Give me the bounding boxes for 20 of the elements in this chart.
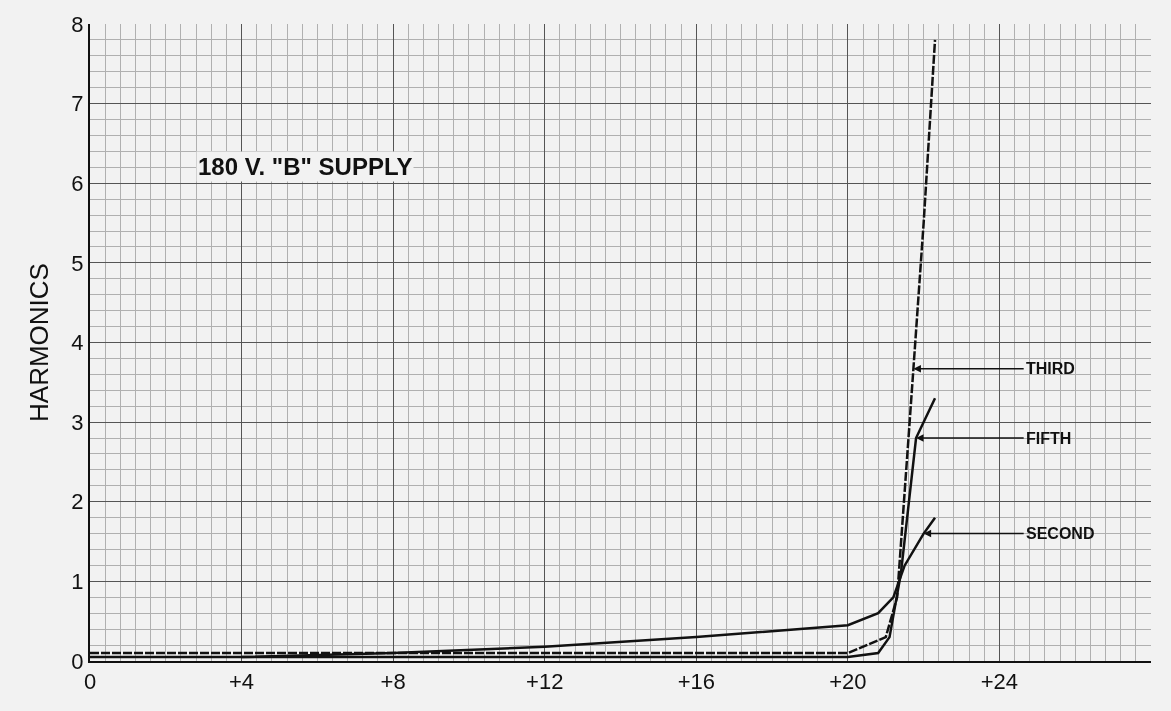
y-tick-label: 1 [71,569,84,595]
annotation: 180 V. "B" SUPPLY [198,153,413,180]
y-tick-label: 3 [71,409,84,435]
y-tick-label: 7 [71,91,84,117]
x-tick-label: +4 [229,669,255,695]
y-tick-label: 2 [71,489,84,515]
x-tick-label: +8 [380,669,406,695]
y-tick-label: 5 [71,250,84,276]
y-axis-title: HARMONICS [24,263,55,422]
x-tick-label: +24 [980,669,1019,695]
y-tick-label: 4 [71,330,84,356]
y-tick-label: 0 [71,648,84,674]
annotation: FIFTH [1026,430,1072,447]
annotation: THIRD [1026,360,1075,377]
y-tick-label: 6 [71,170,84,196]
y-tick-label: 8 [71,11,84,37]
x-tick-label: +20 [829,669,867,695]
x-tick-label: +12 [526,669,564,695]
x-tick-label: +16 [677,669,715,695]
annotation: SECOND [1026,525,1095,542]
